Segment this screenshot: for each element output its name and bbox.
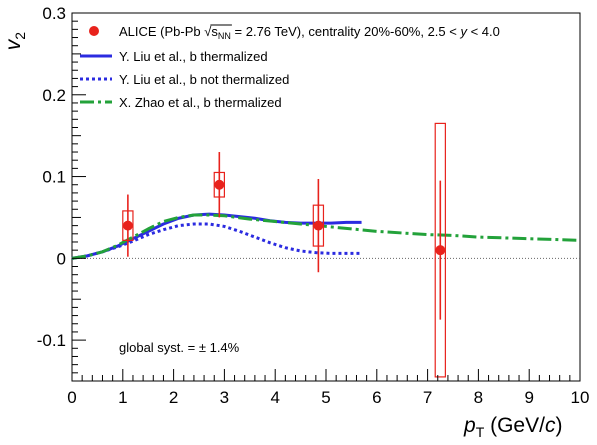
y-axis-title: v2 — [2, 32, 28, 51]
legend-label-liu-not-thermalized: Y. Liu et al., b not thermalized — [119, 72, 289, 87]
x-tick-label: 4 — [270, 388, 279, 407]
x-tick-label: 6 — [372, 388, 381, 407]
legend-label-liu-thermalized: Y. Liu et al., b thermalized — [119, 49, 268, 64]
y-tick-label: 0.2 — [42, 86, 66, 105]
x-tick-label: 3 — [220, 388, 229, 407]
tick-labels: 0 1 2 3 4 5 6 7 8 9 10 -0.1 0 0.1 0.2 0.3 — [37, 4, 590, 407]
data-point — [214, 179, 225, 190]
legend-label-data: ALICE (Pb-Pb √sNN = 2.76 TeV), centralit… — [119, 24, 500, 41]
y-tick-label: 0 — [57, 249, 66, 268]
x-axis-title: pT (GeV/c) — [463, 414, 562, 440]
x-title-sub: T — [476, 424, 485, 440]
curve-zhao-thermalized — [71, 213, 581, 260]
systematic-error-box — [434, 122, 446, 378]
x-tick-label: 1 — [118, 388, 127, 407]
legend-label-zhao-thermalized: X. Zhao et al., b thermalized — [119, 95, 282, 110]
legend-marker-data — [89, 26, 99, 36]
y-title-sub: 2 — [12, 32, 28, 40]
legend-data-suffix: = 2.76 TeV), centrality 20%-60%, 2.5 < — [231, 24, 461, 39]
y-title-v: v — [2, 38, 25, 50]
x-tick-label: 10 — [571, 388, 590, 407]
y-tick-label: 0.3 — [42, 4, 66, 23]
sqrt-symbol: √ — [204, 24, 212, 39]
y-tick-label: 0.1 — [42, 168, 66, 187]
legend: ALICE (Pb-Pb √sNN = 2.76 TeV), centralit… — [80, 24, 500, 110]
data-point — [313, 220, 324, 231]
sqrt-subscript: NN — [218, 31, 231, 41]
x-tick-label: 8 — [474, 388, 483, 407]
legend-data-end: < 4.0 — [467, 24, 500, 39]
x-tick-label: 7 — [423, 388, 432, 407]
legend-y-symbol: y — [459, 24, 468, 39]
x-tick-label: 0 — [67, 388, 76, 407]
x-tick-label: 2 — [169, 388, 178, 407]
y-tick-label: -0.1 — [37, 331, 66, 350]
legend-data-prefix: ALICE (Pb-Pb — [119, 24, 204, 39]
x-title-units-suffix: ) — [555, 414, 562, 437]
x-title-units-prefix: (GeV/ — [484, 414, 545, 437]
plot-area — [71, 12, 581, 382]
x-tick-label: 5 — [321, 388, 330, 407]
curve-liu-not-thermalized — [71, 222, 362, 260]
x-title-units-c: c — [545, 414, 556, 437]
data-point — [435, 245, 446, 256]
data-point — [122, 220, 133, 231]
sqrt-s: s — [211, 24, 218, 39]
global-syst-note: global syst. = ± 1.4% — [119, 340, 240, 355]
x-title-p: p — [463, 414, 476, 437]
axis-ticks — [71, 12, 581, 382]
x-tick-label: 9 — [524, 388, 533, 407]
